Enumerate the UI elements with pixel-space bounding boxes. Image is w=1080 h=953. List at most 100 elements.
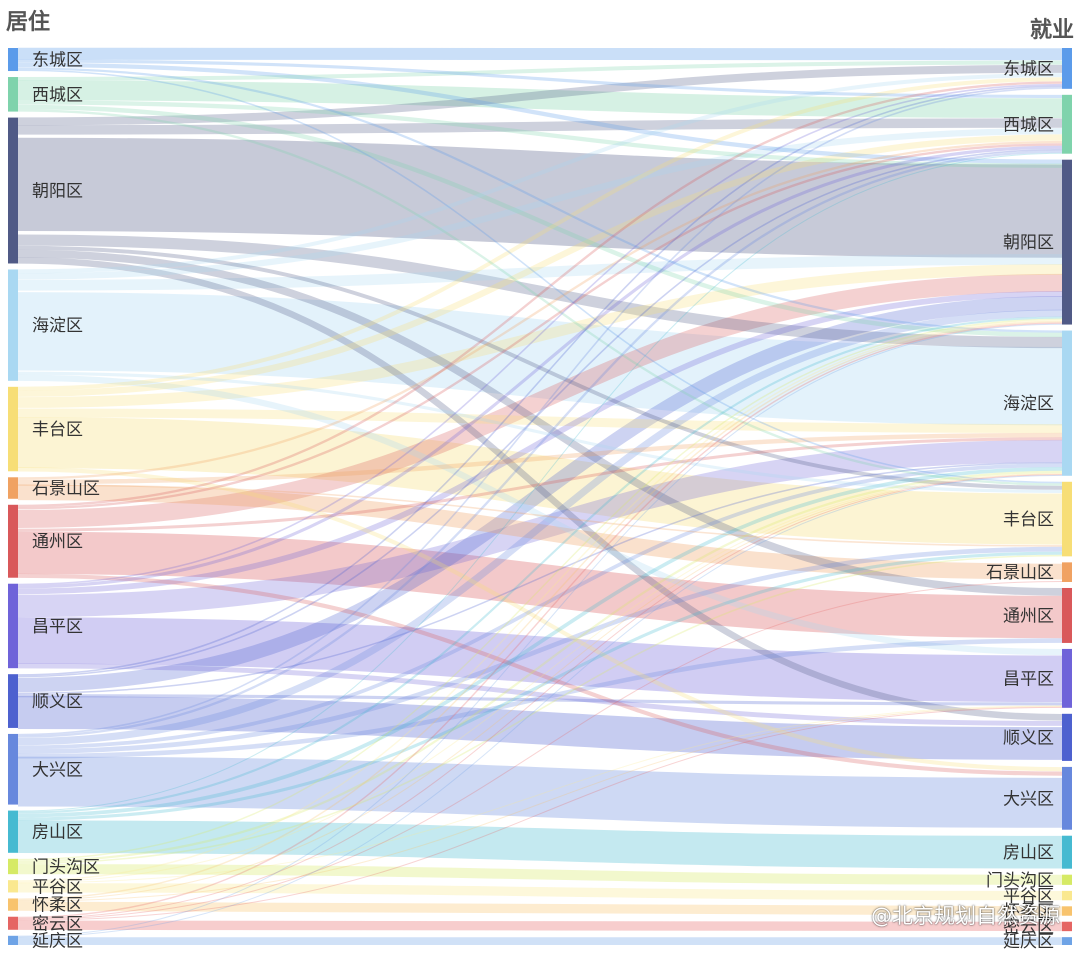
flow-顺义区-to-昌平区 [17, 694, 1063, 706]
right-node-朝阳区 [1062, 159, 1072, 325]
watermark: @北京规划自然资源 [871, 904, 1060, 928]
flow-顺义区-to-西城区 [17, 148, 1063, 678]
flow-石景山区-to-丰台区 [17, 484, 1063, 547]
flow-昌平区-to-东城区 [17, 83, 1063, 586]
flow-大兴区-to-大兴区 [17, 756, 1063, 828]
flow-密云区-to-朝阳区 [17, 322, 1063, 919]
left-label-顺义区: 顺义区 [32, 692, 83, 712]
flow-密云区-to-密云区 [17, 920, 1063, 932]
right-node-平谷区 [1062, 890, 1072, 901]
left-node-顺义区 [8, 674, 18, 728]
left-node-房山区 [8, 810, 18, 853]
right-label-怀柔区: 怀柔区 [1003, 902, 1054, 922]
flow-海淀区-to-东城区 [17, 73, 1063, 274]
left-label-怀柔区: 怀柔区 [32, 896, 83, 916]
flow-西城区-to-海淀区 [17, 104, 1063, 338]
flow-石景山区-to-石景山区 [17, 484, 1063, 580]
flow-大兴区-to-东城区 [17, 87, 1063, 736]
left-node-通州区 [8, 504, 18, 578]
flow-links [17, 47, 1063, 946]
left-label-朝阳区: 朝阳区 [32, 182, 83, 202]
flow-东城区-to-海淀区 [17, 67, 1063, 333]
right-node-西城区 [1062, 94, 1072, 154]
flow-房山区-to-海淀区 [17, 467, 1063, 818]
left-node-密云区 [8, 916, 18, 930]
flow-通州区-to-大兴区 [17, 573, 1063, 776]
flow-密云区-to-海淀区 [17, 474, 1063, 920]
flow-顺义区-to-朝阳区 [17, 296, 1063, 693]
flow-通州区-to-通州区 [17, 531, 1063, 639]
left-label-房山区: 房山区 [32, 823, 83, 843]
flow-顺义区-to-海淀区 [17, 461, 1063, 695]
district-nodes [8, 48, 1072, 945]
left-node-门头沟区 [8, 858, 18, 875]
flow-平谷区-to-朝阳区 [17, 319, 1063, 882]
flow-石景山区-to-西城区 [17, 140, 1063, 480]
left-node-朝阳区 [8, 117, 18, 264]
flow-通州区-to-海淀区 [17, 437, 1063, 532]
left-label-昌平区: 昌平区 [32, 617, 83, 637]
flow-大兴区-to-朝阳区 [17, 309, 1063, 746]
left-label-密云区: 密云区 [32, 914, 83, 934]
left-node-昌平区 [8, 583, 18, 669]
left-label-西城区: 西城区 [32, 85, 83, 105]
flow-东城区-to-丰台区 [17, 69, 1063, 484]
right-label-西城区: 西城区 [1003, 115, 1054, 135]
flow-朝阳区-to-顺义区 [17, 257, 1063, 721]
flow-丰台区-to-海淀区 [17, 408, 1063, 434]
flow-朝阳区-to-朝阳区 [17, 137, 1063, 258]
right-label-通州区: 通州区 [1003, 606, 1054, 626]
right-label-海淀区: 海淀区 [1003, 394, 1054, 414]
flow-密云区-to-石景山区 [17, 580, 1063, 920]
flow-昌平区-to-西城区 [17, 145, 1063, 589]
right-node-延庆区 [1062, 937, 1072, 945]
flow-西城区-to-东城区 [17, 60, 1063, 81]
right-label-延庆区: 延庆区 [1003, 932, 1054, 952]
right-node-门头沟区 [1062, 874, 1072, 885]
flow-丰台区-to-朝阳区 [17, 264, 1063, 408]
flow-丰台区-to-西城区 [17, 134, 1063, 397]
left-node-丰台区 [8, 386, 18, 472]
right-node-东城区 [1062, 48, 1072, 89]
flow-海淀区-to-丰台区 [17, 371, 1063, 493]
district-labels: 东城区西城区朝阳区海淀区丰台区石景山区通州区昌平区顺义区大兴区房山区门头沟区平谷… [32, 51, 1054, 953]
flow-平谷区-to-平谷区 [17, 883, 1063, 901]
flow-怀柔区-to-海淀区 [17, 473, 1063, 901]
flow-房山区-to-丰台区 [17, 551, 1063, 821]
residence-title: 居住 [6, 10, 51, 35]
right-node-丰台区 [1062, 481, 1072, 557]
flow-平谷区-to-海淀区 [17, 472, 1063, 883]
left-node-石景山区 [8, 477, 18, 499]
left-node-平谷区 [8, 880, 18, 893]
flow-大兴区-to-通州区 [17, 638, 1063, 759]
right-node-大兴区 [1062, 766, 1072, 830]
right-node-怀柔区 [1062, 906, 1072, 916]
flow-海淀区-to-西城区 [17, 127, 1063, 280]
right-node-顺义区 [1062, 713, 1072, 761]
flow-海淀区-to-朝阳区 [17, 254, 1063, 291]
left-node-海淀区 [8, 269, 18, 381]
flow-门头沟区-to-门头沟区 [17, 864, 1063, 885]
flow-房山区-to-朝阳区 [17, 316, 1063, 814]
right-label-密云区: 密云区 [1003, 917, 1054, 937]
left-label-延庆区: 延庆区 [32, 931, 83, 951]
right-label-东城区: 东城区 [1003, 59, 1054, 79]
flow-朝阳区-to-西城区 [17, 118, 1063, 135]
flow-通州区-to-东城区 [17, 81, 1063, 508]
flow-顺义区-to-东城区 [17, 85, 1063, 676]
right-node-通州区 [1062, 587, 1072, 643]
left-node-怀柔区 [8, 898, 18, 911]
right-node-海淀区 [1062, 330, 1072, 476]
left-label-通州区: 通州区 [32, 532, 83, 552]
flow-平谷区-to-昌平区 [17, 705, 1063, 884]
flow-昌平区-to-朝阳区 [17, 290, 1063, 595]
left-label-东城区: 东城区 [32, 51, 83, 71]
flow-密云区-to-昌平区 [17, 706, 1063, 921]
left-label-海淀区: 海淀区 [32, 316, 83, 336]
right-label-门头沟区: 门头沟区 [986, 871, 1054, 891]
flow-怀柔区-to-朝阳区 [17, 321, 1063, 900]
right-label-房山区: 房山区 [1003, 843, 1054, 863]
flow-东城区-to-朝阳区 [17, 62, 1063, 164]
left-label-门头沟区: 门头沟区 [32, 857, 100, 877]
